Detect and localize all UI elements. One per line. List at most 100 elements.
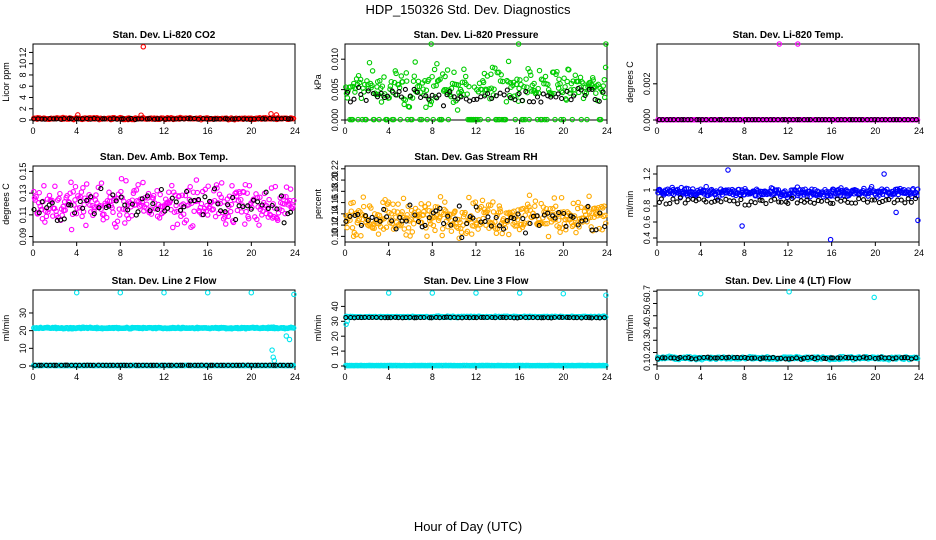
y-tick-label: 0.1 bbox=[642, 359, 652, 372]
data-point bbox=[561, 210, 567, 217]
data-point bbox=[430, 222, 437, 229]
data-point bbox=[214, 185, 220, 191]
data-point bbox=[118, 194, 124, 200]
data-point bbox=[586, 193, 592, 200]
outlier-point bbox=[725, 167, 731, 173]
data-point bbox=[534, 94, 541, 100]
data-point bbox=[512, 97, 518, 103]
x-tick-label: 24 bbox=[914, 372, 924, 382]
data-point bbox=[290, 362, 297, 369]
data-point bbox=[418, 116, 425, 123]
data-point bbox=[208, 362, 214, 368]
data-point bbox=[139, 116, 145, 122]
data-point bbox=[120, 206, 126, 212]
data-point bbox=[374, 94, 381, 100]
data-point bbox=[59, 212, 65, 218]
data-point bbox=[570, 200, 577, 207]
data-point bbox=[557, 81, 563, 87]
data-point bbox=[828, 355, 834, 361]
data-point bbox=[221, 199, 227, 205]
data-point bbox=[242, 221, 248, 227]
data-point bbox=[248, 206, 254, 212]
data-point bbox=[860, 197, 867, 203]
data-point bbox=[241, 116, 247, 122]
data-point bbox=[210, 206, 217, 213]
x-tick-label: 12 bbox=[783, 126, 793, 136]
data-point bbox=[281, 220, 287, 226]
data-point bbox=[532, 198, 539, 204]
data-point bbox=[81, 362, 87, 368]
data-point bbox=[114, 362, 120, 368]
data-point bbox=[68, 226, 75, 233]
data-point bbox=[455, 225, 461, 231]
data-point bbox=[183, 217, 190, 224]
data-point bbox=[824, 198, 830, 204]
data-point bbox=[796, 117, 802, 123]
data-point bbox=[530, 99, 537, 105]
y-tick-label: 0.10 bbox=[330, 228, 340, 246]
data-point bbox=[735, 201, 741, 207]
data-point bbox=[98, 186, 104, 192]
outlier-point bbox=[286, 336, 293, 343]
data-point bbox=[267, 211, 273, 218]
panel-title: Stan. Dev. Li-820 Pressure bbox=[414, 30, 539, 41]
y-axis: 0.100.120.140.160.180.200.22 bbox=[330, 160, 345, 245]
data-point bbox=[62, 207, 68, 213]
data-point bbox=[811, 200, 817, 206]
data-point bbox=[789, 356, 795, 362]
data-point bbox=[688, 117, 694, 123]
data-point bbox=[445, 116, 452, 123]
data-point bbox=[279, 207, 285, 214]
data-point bbox=[125, 116, 132, 122]
data-point bbox=[571, 86, 577, 93]
data-point bbox=[752, 355, 758, 361]
data-point bbox=[130, 190, 137, 197]
data-point bbox=[158, 186, 164, 193]
data-point bbox=[908, 199, 914, 205]
x-tick-label: 12 bbox=[471, 126, 481, 136]
data-point bbox=[95, 116, 101, 122]
data-point bbox=[461, 66, 467, 73]
data-point bbox=[80, 185, 86, 191]
x-tick-label: 4 bbox=[386, 372, 391, 382]
panel-title: Stan. Dev. Gas Stream RH bbox=[414, 152, 537, 163]
y-tick-label: 0.20 bbox=[330, 171, 340, 189]
data-point bbox=[415, 208, 421, 214]
data-point bbox=[212, 213, 219, 220]
data-points bbox=[343, 41, 609, 123]
figure-x-axis-label: Hour of Day (UTC) bbox=[413, 519, 523, 534]
data-point bbox=[402, 86, 408, 92]
data-point bbox=[157, 191, 163, 198]
data-point bbox=[521, 83, 527, 90]
x-axis: 0 4 8 12 16 20 24 bbox=[654, 242, 924, 258]
data-point bbox=[830, 200, 836, 207]
x-axis: 0 4 8 12 16 20 24 bbox=[30, 120, 300, 136]
data-point bbox=[393, 226, 399, 232]
data-point bbox=[363, 213, 369, 219]
data-point bbox=[789, 196, 795, 202]
data-point bbox=[432, 227, 438, 234]
data-point bbox=[185, 362, 191, 368]
data-point bbox=[412, 212, 418, 218]
data-point bbox=[519, 98, 525, 104]
y-tick-label: 0.4 bbox=[642, 232, 652, 245]
data-point bbox=[597, 315, 603, 321]
data-point bbox=[779, 117, 786, 123]
data-point bbox=[150, 192, 157, 199]
x-tick-label: 0 bbox=[342, 372, 347, 382]
data-point bbox=[179, 192, 186, 198]
data-point bbox=[505, 58, 512, 65]
data-point bbox=[423, 93, 429, 99]
data-point bbox=[772, 196, 778, 202]
data-point bbox=[578, 116, 585, 123]
x-tick-label: 4 bbox=[698, 248, 703, 258]
data-point bbox=[125, 215, 132, 222]
data-point bbox=[754, 187, 761, 194]
data-point bbox=[913, 355, 919, 361]
data-point bbox=[83, 222, 89, 229]
data-point bbox=[399, 209, 405, 215]
data-point bbox=[49, 197, 55, 204]
data-point bbox=[358, 233, 364, 239]
x-tick-label: 0 bbox=[342, 126, 347, 136]
data-point bbox=[439, 232, 445, 239]
